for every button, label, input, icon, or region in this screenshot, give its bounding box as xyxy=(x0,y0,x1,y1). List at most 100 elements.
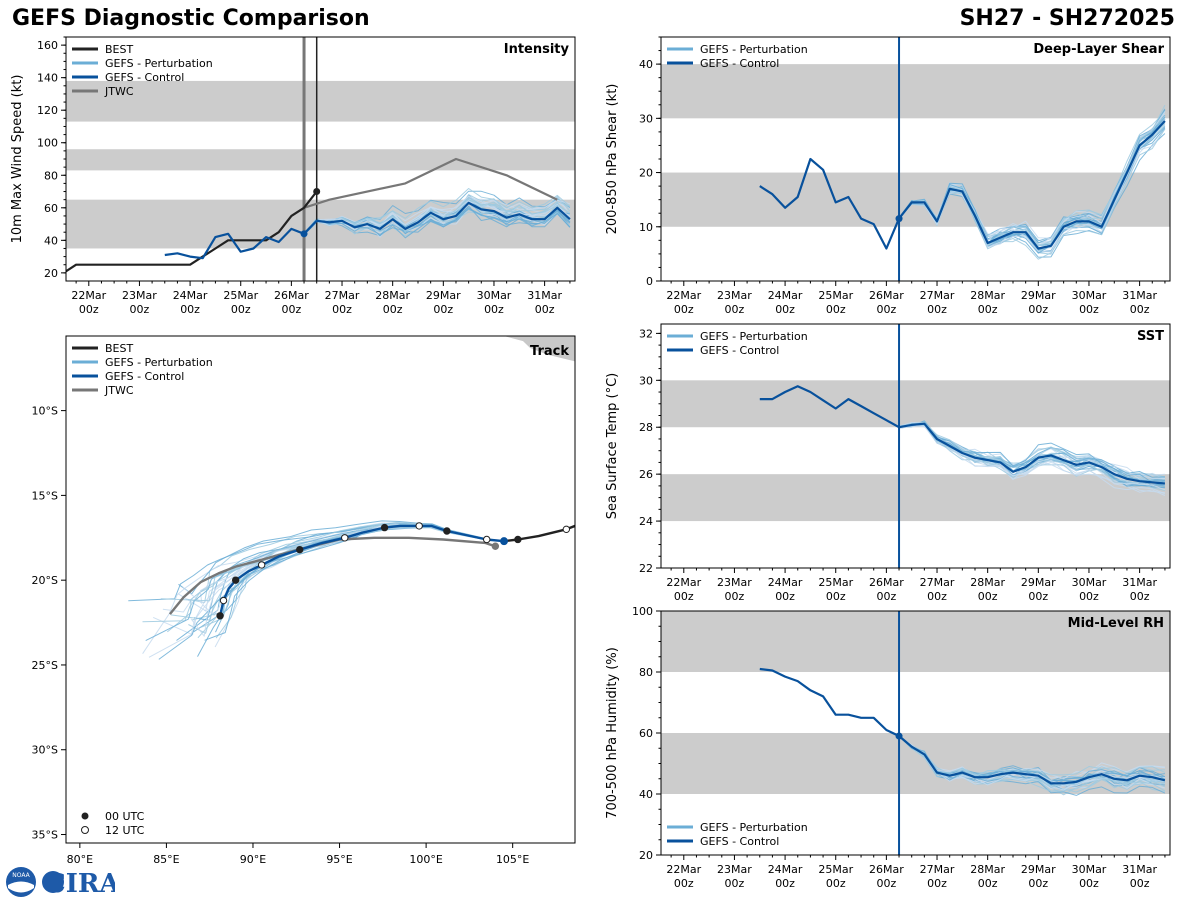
y-tick-label: 22 xyxy=(639,562,653,575)
jtwc-00utc-point xyxy=(491,542,500,550)
x-tick-date-label: 29Mar xyxy=(1021,289,1056,302)
control-12utc-point xyxy=(341,534,349,542)
x-tick-date-label: 26Mar xyxy=(274,289,309,302)
x-tick-label: 85°E xyxy=(153,853,179,866)
legend-label-perturbation: GEFS - Perturbation xyxy=(700,43,808,56)
x-tick-hour-label: 00z xyxy=(535,303,555,316)
x-tick-date-label: 31Mar xyxy=(527,289,562,302)
shaded-band xyxy=(66,149,575,171)
x-tick-hour-label: 00z xyxy=(876,303,896,316)
control-initial-point xyxy=(300,230,308,238)
plot-frame xyxy=(660,323,1171,569)
control-line xyxy=(759,120,1166,250)
perturbation-member-line xyxy=(303,205,571,236)
x-tick-hour-label: 00z xyxy=(725,877,745,890)
legend-label-control: GEFS - Control xyxy=(700,835,779,848)
x-tick-hour-label: 00z xyxy=(281,303,301,316)
panel-track: 10°S 15°S 20°S 25°S 30°S 35°S 80°E 85°E 90°E 95°E… xyxy=(32,335,576,866)
x-tick-date-label: 23Mar xyxy=(717,863,752,876)
x-tick-date-label: 25Mar xyxy=(223,289,258,302)
x-tick-hour-label: 00z xyxy=(927,877,947,890)
y-tick-label: 10°S xyxy=(32,405,58,418)
shaded-band xyxy=(661,380,1170,428)
perturbation-member-line xyxy=(898,423,1165,484)
x-tick-date-label: 26Mar xyxy=(869,863,904,876)
y-tick-label: 0 xyxy=(646,275,653,288)
shaded-band xyxy=(661,611,1170,672)
x-tick-date-label: 30Mar xyxy=(1072,576,1107,589)
x-tick-hour-label: 00z xyxy=(876,590,896,603)
x-tick-hour-label: 00z xyxy=(1028,590,1048,603)
page-title: GEFS Diagnostic Comparison xyxy=(12,6,370,31)
perturbation-track-line xyxy=(204,526,505,641)
control-12utc-point xyxy=(219,596,228,605)
x-tick-date-label: 29Mar xyxy=(1021,863,1056,876)
x-tick-date-label: 27Mar xyxy=(325,289,360,302)
x-tick-date-label: 31Mar xyxy=(1122,576,1157,589)
x-tick-hour-label: 00z xyxy=(180,303,200,316)
x-tick-date-label: 30Mar xyxy=(1072,863,1107,876)
x-tick-date-label: 31Mar xyxy=(1122,289,1157,302)
plot-area xyxy=(66,37,575,281)
x-tick-hour-label: 00z xyxy=(927,303,947,316)
x-tick-label: 90°E xyxy=(240,853,266,866)
legend-label-perturbation: GEFS - Perturbation xyxy=(105,356,213,369)
x-tick-date-label: 24Mar xyxy=(768,863,803,876)
x-tick-label: 100°E xyxy=(409,853,442,866)
x-tick-date-label: 23Mar xyxy=(122,289,157,302)
x-tick-label: 105°E xyxy=(496,853,529,866)
y-tick-label: 60 xyxy=(44,202,58,215)
x-tick-hour-label: 00z xyxy=(332,303,352,316)
control-initial-point xyxy=(895,215,903,223)
x-tick-date-label: 30Mar xyxy=(477,289,512,302)
x-tick-date-label: 30Mar xyxy=(1072,289,1107,302)
panel-title: Mid-Level RH xyxy=(1068,616,1164,631)
y-tick-label: 15°S xyxy=(32,489,58,502)
plot-area xyxy=(661,37,1170,281)
legend-label-control: GEFS - Control xyxy=(700,57,779,70)
control-12utc-point xyxy=(415,522,423,530)
y-tick-label: 20°S xyxy=(32,574,58,587)
shaded-band xyxy=(66,80,575,122)
y-tick-label: 140 xyxy=(37,72,58,85)
control-line xyxy=(759,385,1165,485)
y-tick-label: 60 xyxy=(639,727,653,740)
perturbation-member-line xyxy=(898,422,1165,483)
y-tick-label: 40 xyxy=(639,788,653,801)
x-tick-date-label: 31Mar xyxy=(1122,863,1157,876)
x-tick-hour-label: 00z xyxy=(674,303,694,316)
y-axis-label: 10m Max Wind Speed (kt) xyxy=(10,75,25,244)
map-area xyxy=(128,336,575,660)
y-tick-label: 30 xyxy=(639,374,653,387)
x-tick-hour-label: 00z xyxy=(1130,877,1150,890)
legend-label-best: BEST xyxy=(105,43,133,56)
best-12utc-point xyxy=(562,525,571,534)
perturbation-member-line xyxy=(898,734,1166,777)
legend-label-jtwc: JTWC xyxy=(104,85,134,98)
x-tick-date-label: 29Mar xyxy=(426,289,461,302)
x-tick-hour-label: 00z xyxy=(775,590,795,603)
x-tick-date-label: 22Mar xyxy=(666,289,701,302)
x-tick-date-label: 22Mar xyxy=(71,289,106,302)
y-tick-label: 24 xyxy=(639,515,653,528)
x-tick-hour-label: 00z xyxy=(1028,877,1048,890)
y-tick-label: 160 xyxy=(37,39,58,52)
x-tick-hour-label: 00z xyxy=(876,877,896,890)
control-initial-point xyxy=(500,537,509,546)
y-tick-label: 40 xyxy=(44,234,58,247)
plot-area xyxy=(661,324,1170,568)
y-axis-label: 200-850 hPa Shear (kt) xyxy=(605,84,620,235)
x-tick-date-label: 25Mar xyxy=(818,289,853,302)
x-tick-hour-label: 00z xyxy=(383,303,403,316)
perturbation-member-line xyxy=(898,425,1166,491)
x-tick-date-label: 28Mar xyxy=(970,863,1005,876)
x-tick-date-label: 24Mar xyxy=(173,289,208,302)
x-tick-hour-label: 00z xyxy=(826,877,846,890)
control-00utc-point xyxy=(216,612,224,620)
legend-label-perturbation: GEFS - Perturbation xyxy=(105,57,213,70)
legend-12utc-marker xyxy=(81,826,89,834)
legend-label-control: GEFS - Control xyxy=(700,344,779,357)
x-tick-hour-label: 00z xyxy=(775,877,795,890)
best-track-line xyxy=(66,190,318,273)
